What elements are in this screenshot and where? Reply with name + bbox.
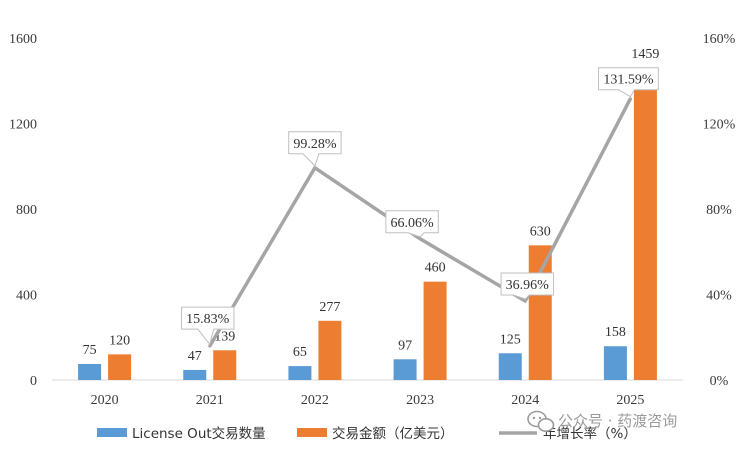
watermark: 公众号 · 药渡咨询 [527, 410, 677, 432]
bar-count [498, 353, 522, 380]
growth-value-label: 131.59% [603, 73, 654, 88]
growth-callout: 15.83% [181, 306, 235, 346]
bar-series [78, 68, 657, 381]
growth-point [313, 166, 317, 170]
growth-value-label: 99.28% [293, 137, 337, 152]
x-tick-label: 2024 [511, 393, 539, 408]
y-left-tick-label: 1600 [9, 32, 37, 47]
legend: License Out交易数量 交易金额（亿美元） 年增长率（%） [97, 425, 637, 442]
bar-amount [108, 354, 132, 380]
legend-swatch [297, 428, 327, 437]
growth-data-labels: 15.83% 99.28% 66.06% 36.96% 131.59% [181, 67, 659, 346]
bar-value-label: 75 [83, 343, 97, 358]
growth-callout: 131.59% [598, 67, 659, 98]
callout-box [385, 210, 439, 238]
growth-callout: 36.96% [500, 272, 554, 300]
bar-count [393, 359, 417, 380]
growth-value-label: 15.83% [186, 312, 230, 327]
growth-line-series [208, 97, 632, 348]
growth-point [628, 97, 632, 101]
bar-value-label: 120 [109, 333, 130, 348]
bar-value-label: 277 [319, 300, 340, 315]
callout-box [500, 272, 554, 300]
bar-value-label: 1459 [631, 47, 659, 62]
x-tick-label: 2021 [196, 393, 224, 408]
growth-value-label: 36.96% [506, 278, 550, 293]
y-left-tick-label: 1200 [9, 118, 37, 133]
bar-count [78, 363, 102, 380]
y-right-tick-label: 80% [706, 203, 732, 218]
x-tick-label: 2025 [616, 393, 644, 408]
growth-point [208, 344, 212, 348]
legend-label: 年增长率（%） [543, 425, 637, 442]
y-left-tick-label: 0 [30, 374, 37, 389]
x-tick-label: 2023 [406, 393, 434, 408]
bar-count [603, 346, 627, 380]
bar-value-label: 97 [398, 338, 412, 353]
y-right-tick-label: 160% [703, 32, 736, 47]
growth-callout: 66.06% [385, 210, 439, 238]
bar-value-label: 158 [605, 325, 626, 340]
bar-value-label: 460 [425, 261, 446, 276]
bar-amount [528, 245, 552, 380]
legend-swatch [97, 428, 127, 437]
growth-point [523, 299, 527, 303]
bar-amount [423, 281, 447, 380]
x-axis-ticks: 2020 2021 2022 2023 2024 2025 [91, 393, 645, 408]
bar-amount [213, 350, 237, 380]
x-tick-label: 2022 [301, 393, 329, 408]
bar-value-label: 125 [500, 332, 521, 347]
y-axis-left: 0 400 800 1200 1600 [9, 32, 37, 389]
bar-value-label: 47 [188, 349, 202, 364]
growth-value-label: 66.06% [390, 216, 434, 231]
x-tick-label: 2020 [91, 393, 119, 408]
y-left-tick-label: 800 [16, 203, 37, 218]
callout-box [288, 131, 342, 167]
y-axis-right: 0% 40% 80% 120% 160% [703, 32, 736, 389]
bar-value-label: 65 [293, 345, 307, 360]
growth-callout: 99.28% [288, 131, 342, 167]
legend-label: License Out交易数量 [132, 425, 266, 442]
bar-amount [318, 320, 342, 380]
growth-point [418, 237, 422, 241]
y-right-tick-label: 120% [703, 118, 736, 133]
bar-value-label: 630 [530, 224, 551, 239]
y-right-tick-label: 0% [710, 374, 729, 389]
bar-count [288, 366, 312, 380]
callout-box [598, 67, 659, 98]
watermark-text: 公众号 · 药渡咨询 [558, 412, 677, 430]
bar-amount [633, 68, 657, 381]
y-left-tick-label: 400 [16, 289, 37, 304]
wechat-icon [527, 410, 555, 432]
callout-box [181, 306, 235, 346]
y-right-tick-label: 40% [706, 289, 732, 304]
legend-label: 交易金额（亿美元） [332, 425, 454, 442]
bar-count [183, 369, 207, 380]
